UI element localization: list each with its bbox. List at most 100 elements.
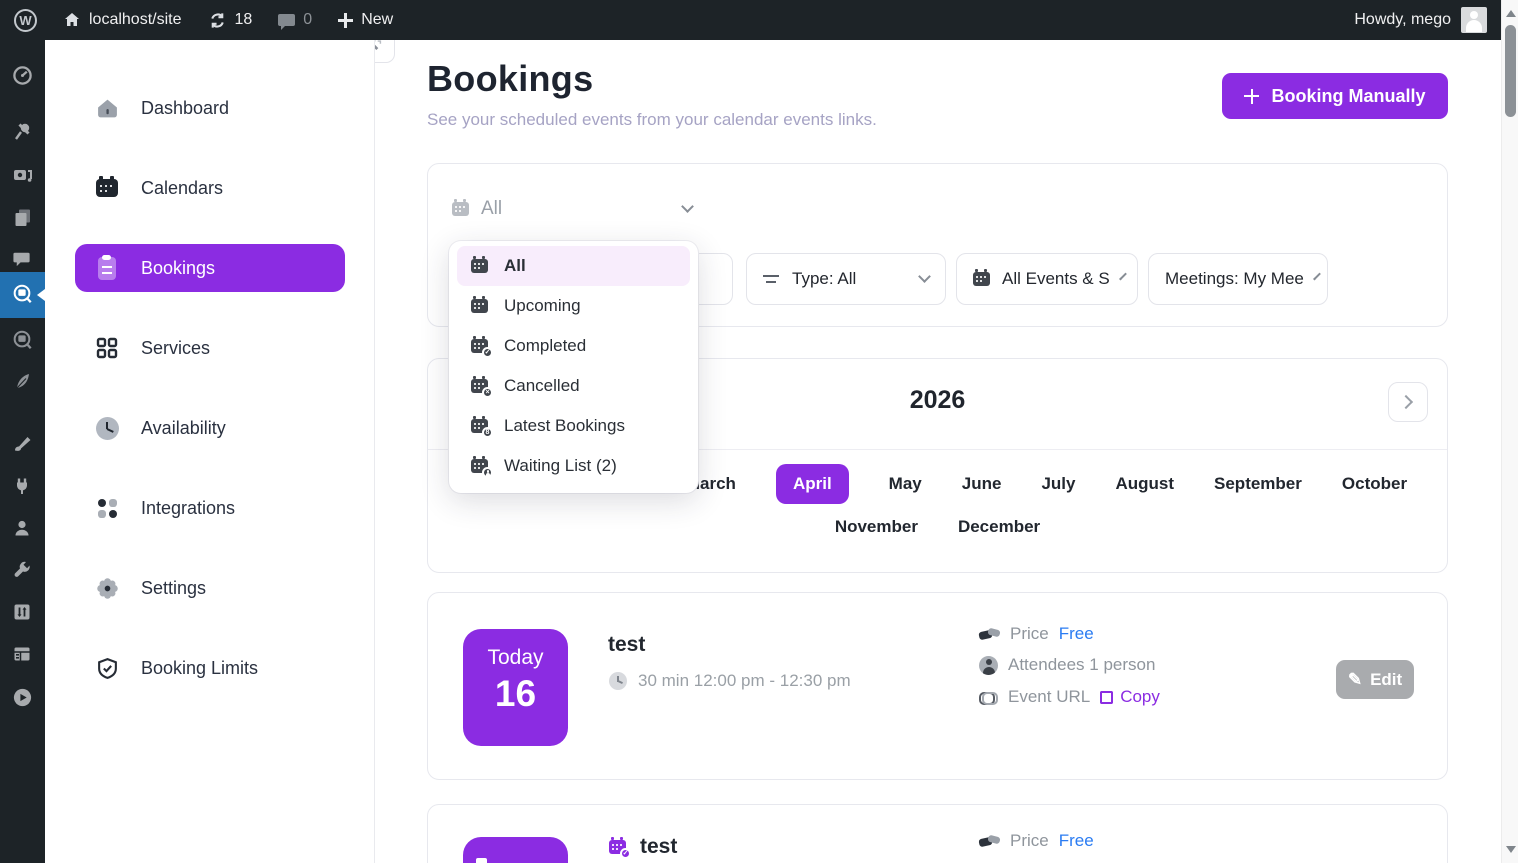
gear-icon <box>95 576 119 600</box>
month-november[interactable]: November <box>834 517 918 536</box>
sidebar-item-availability[interactable]: Availability <box>75 404 345 452</box>
grid-icon <box>95 336 119 360</box>
type-filter-value: Type: All <box>792 269 857 288</box>
sidebar-item-bookings[interactable]: Bookings <box>75 244 345 292</box>
sidebar-item-integrations[interactable]: Integrations <box>75 484 345 532</box>
chevron-down-icon <box>681 200 694 213</box>
next-year-button[interactable] <box>1388 382 1428 422</box>
sidebar-item-label: Services <box>141 337 211 358</box>
sidebar-item-dashboard[interactable]: Dashboard <box>75 84 345 132</box>
attendees-row: Attendees 1 person <box>979 655 1155 675</box>
wp-logo-menu[interactable]: W <box>14 8 37 32</box>
menu-plugin2-logo-icon[interactable] <box>11 329 33 351</box>
month-october[interactable]: October <box>1341 474 1408 493</box>
year-label: 2026 <box>909 386 966 414</box>
update-count: 18 <box>234 11 253 28</box>
month-june[interactable]: June <box>961 474 1002 493</box>
updates-link[interactable]: 18 <box>208 11 253 30</box>
calendar-icon <box>973 269 990 286</box>
sidebar-item-booking-limits[interactable]: Booking Limits <box>75 644 345 692</box>
date-label-partial <box>476 858 487 863</box>
menu-comments-icon[interactable] <box>11 248 33 270</box>
status-filter-select[interactable]: All <box>452 192 694 226</box>
month-december[interactable]: December <box>957 517 1041 536</box>
month-may[interactable]: May <box>888 474 922 493</box>
menu-pages-icon[interactable] <box>11 206 33 228</box>
month-august[interactable]: August <box>1115 474 1175 493</box>
dropdown-item-label: Cancelled <box>504 376 580 395</box>
sidebar-item-label: Booking Limits <box>141 657 259 678</box>
meetings-filter-select[interactable]: Meetings: My Mee <box>1148 253 1328 305</box>
sidebar-item-settings[interactable]: Settings <box>75 564 345 612</box>
dropdown-item-all[interactable]: All <box>457 246 690 286</box>
booking-date-badge: Today 16 <box>463 629 568 746</box>
scrollbar-thumb[interactable] <box>1505 25 1516 117</box>
comments-link[interactable]: 0 <box>278 11 313 30</box>
meetings-filter-value: Meetings: My Mee <box>1165 269 1304 288</box>
wp-admin-menu-rail <box>0 40 45 863</box>
sidebar-item-calendars[interactable]: Calendars <box>75 164 345 212</box>
scroll-up-arrow[interactable] <box>1506 5 1516 17</box>
update-icon <box>210 12 224 28</box>
edit-label: Edit <box>1370 669 1403 689</box>
booking-title: test <box>640 835 678 858</box>
sidebar-item-label: Bookings <box>141 257 216 278</box>
pencil-icon: ✎ <box>1347 669 1363 689</box>
new-content-menu[interactable]: New <box>338 11 393 29</box>
dropdown-item-cancelled[interactable]: × Cancelled <box>457 366 690 406</box>
menu-dashboard-icon[interactable] <box>11 64 33 86</box>
sidebar-item-services[interactable]: Services <box>75 324 345 372</box>
menu-custom-table-icon[interactable] <box>11 643 33 665</box>
booking-plugin-logo-icon <box>11 283 33 305</box>
menu-tools-icon[interactable] <box>11 559 33 581</box>
menu-users-icon[interactable] <box>11 517 33 539</box>
plus-icon <box>338 12 354 28</box>
dropdown-item-latest-bookings[interactable]: 8 Latest Bookings <box>457 406 690 446</box>
shield-check-icon <box>95 656 119 680</box>
date-number: 16 <box>494 673 537 714</box>
dropdown-item-waiting-list[interactable]: Waiting List (2) <box>457 446 690 486</box>
menu-booking-plugin-active[interactable] <box>0 272 45 318</box>
calendar-check-icon: ✓ <box>471 336 493 358</box>
menu-feather-icon[interactable] <box>11 370 33 392</box>
booking-manually-label: Booking Manually <box>1271 85 1426 106</box>
filter-lines-icon <box>763 273 780 285</box>
price-value: Free <box>1058 624 1094 643</box>
dropdown-item-upcoming[interactable]: Upcoming <box>457 286 690 326</box>
booking-card: ✓ test Price Free Attendees 1 person ✎ E… <box>427 804 1448 863</box>
menu-appearance-icon[interactable] <box>11 432 33 454</box>
booking-manually-button[interactable]: Booking Manually <box>1222 73 1448 119</box>
events-filter-select[interactable]: All Events & S <box>956 253 1138 305</box>
price-label: Price <box>1010 831 1049 850</box>
menu-settings-icon[interactable] <box>11 601 33 623</box>
calendar-person-icon <box>471 456 493 478</box>
plus-icon <box>1244 88 1260 104</box>
dropdown-item-completed[interactable]: ✓ Completed <box>457 326 690 366</box>
month-april-selected[interactable]: April <box>775 464 849 504</box>
scroll-down-arrow[interactable] <box>1506 846 1516 858</box>
menu-posts-icon[interactable] <box>11 120 33 142</box>
sidebar-item-label: Dashboard <box>141 97 230 118</box>
price-row: Price Free <box>979 624 1094 644</box>
comment-count: 0 <box>303 11 313 28</box>
month-september[interactable]: September <box>1214 474 1302 493</box>
dots-grid-icon <box>95 496 119 520</box>
howdy-account-link[interactable]: Howdy, mego <box>1354 11 1451 28</box>
chevron-down-icon <box>1313 272 1321 281</box>
copy-label: Copy <box>1120 687 1160 706</box>
calendar-cancel-icon: × <box>471 376 493 398</box>
edit-button[interactable]: ✎ Edit <box>1336 660 1414 699</box>
month-march[interactable]: March <box>685 474 736 493</box>
page-subtitle: See your scheduled events from your cale… <box>427 110 877 129</box>
link-icon <box>979 692 998 705</box>
type-filter-select[interactable]: Type: All <box>746 253 946 305</box>
months-row-2: November December <box>428 517 1447 537</box>
handshake-icon <box>979 627 1000 641</box>
month-july[interactable]: July <box>1041 474 1076 493</box>
copy-link[interactable]: Copy <box>1100 687 1160 707</box>
menu-video-icon[interactable] <box>11 686 33 708</box>
menu-plugins-icon[interactable] <box>11 475 33 497</box>
site-link[interactable]: localhost/site <box>63 11 182 29</box>
menu-media-icon[interactable] <box>11 164 33 186</box>
handshake-icon <box>979 834 1000 848</box>
